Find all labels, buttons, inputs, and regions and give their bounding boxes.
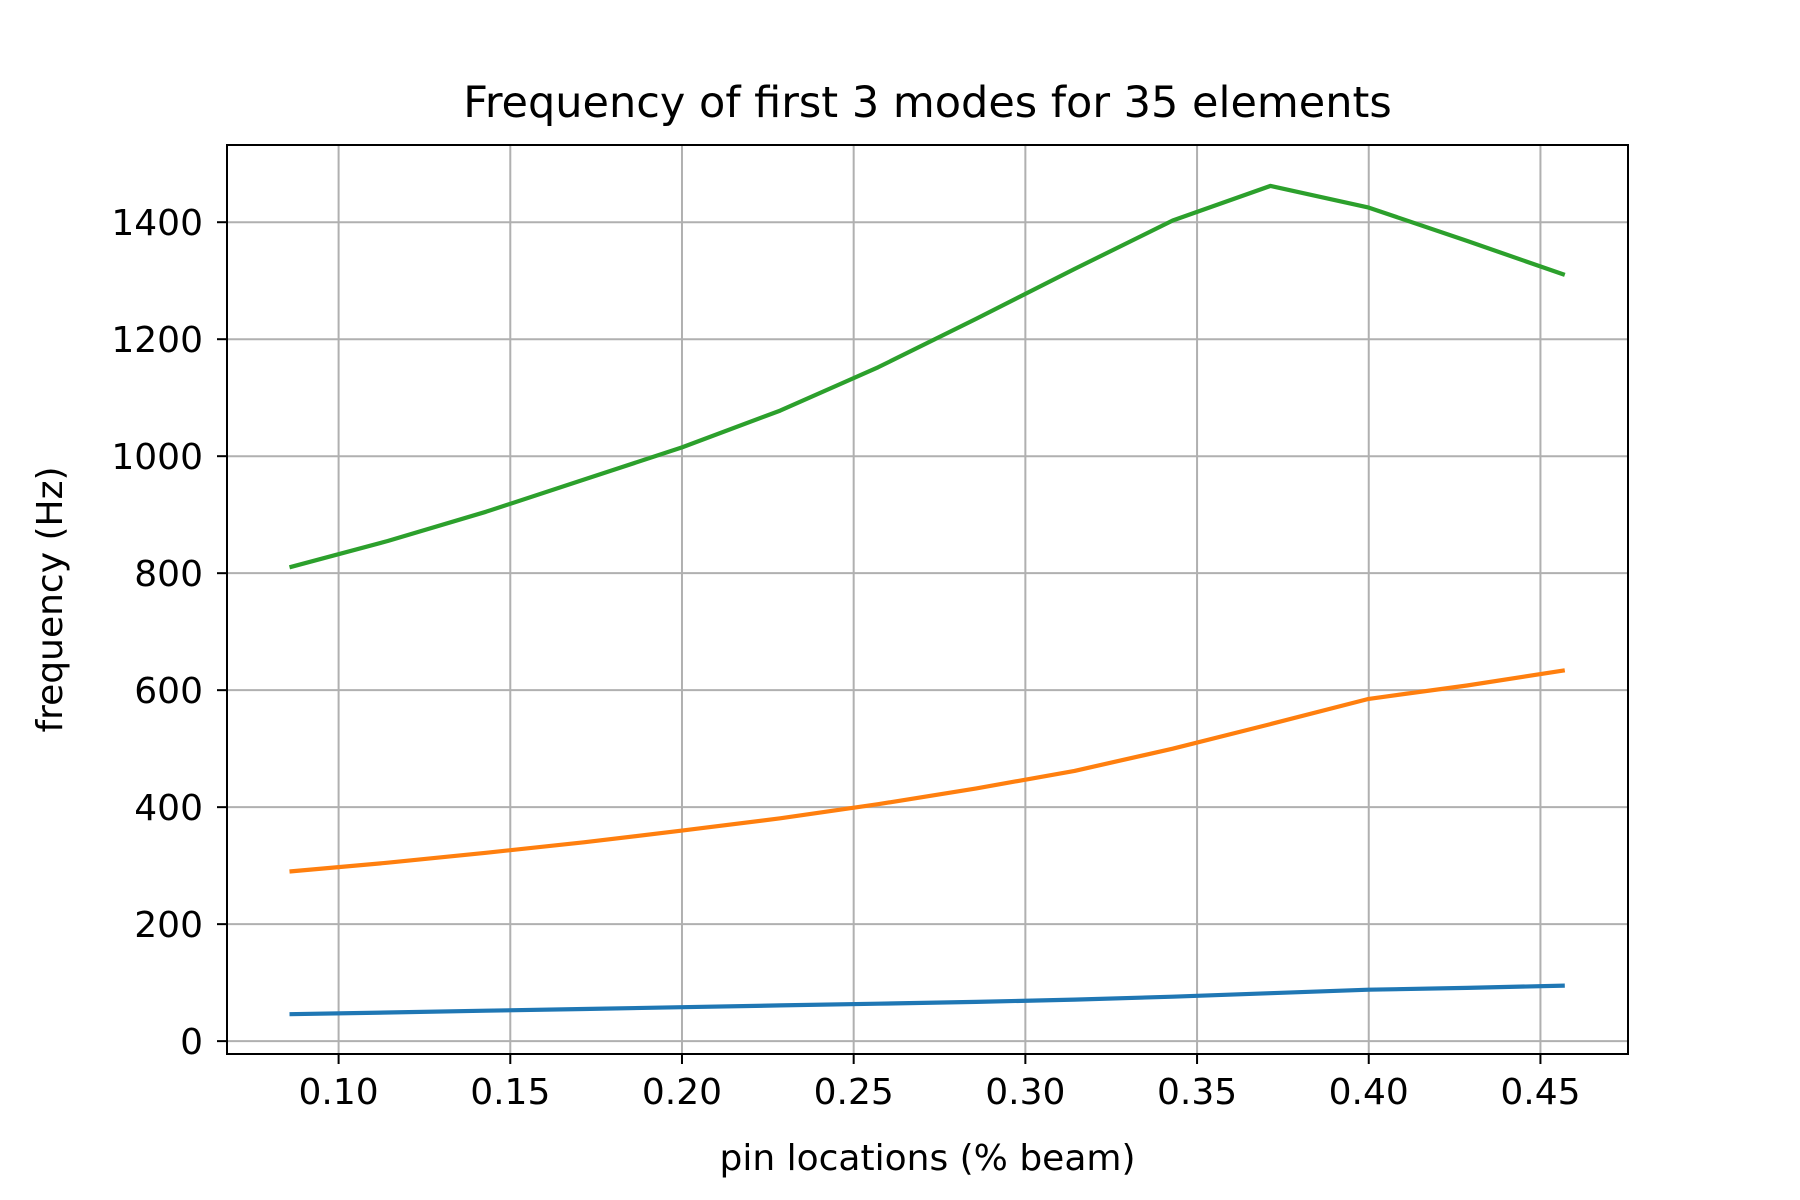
- y-tick-label: 0: [180, 1022, 203, 1063]
- x-tick-label: 0.20: [642, 1072, 722, 1113]
- x-axis-label: pin locations (% beam): [719, 1138, 1135, 1179]
- y-tick-label: 400: [134, 788, 203, 829]
- y-tick-label: 1200: [111, 320, 203, 361]
- y-tick-label: 1000: [111, 437, 203, 478]
- axis-ticks: 0.10 0.15 0.20 0.25 0.30 0.35 0.40 0.45 0 200 400 6…: [111, 203, 1580, 1113]
- plot-frame: [226, 144, 1629, 1055]
- x-tick-label: 0.40: [1329, 1072, 1409, 1113]
- series-lines: [288, 183, 1566, 1017]
- series-line-2: [289, 668, 1566, 874]
- x-tick-label: 0.25: [814, 1072, 894, 1113]
- y-axis-label: frequency (Hz): [30, 466, 71, 732]
- series-line-3: [288, 183, 1566, 570]
- y-tick-label: 200: [134, 905, 203, 946]
- chart-title: Frequency of first 3 modes for 35 elemen…: [463, 78, 1392, 128]
- x-tick-label: 0.35: [1157, 1072, 1237, 1113]
- x-tick-label: 0.15: [470, 1072, 550, 1113]
- x-tick-label: 0.45: [1500, 1072, 1580, 1113]
- y-tick-label: 600: [134, 671, 203, 712]
- series-line-1: [289, 983, 1565, 1017]
- y-tick-label: 800: [134, 554, 203, 595]
- y-tick-label: 1400: [111, 203, 203, 244]
- x-tick-label: 0.10: [299, 1072, 379, 1113]
- grid: [227, 145, 1628, 1054]
- x-tick-label: 0.30: [985, 1072, 1065, 1113]
